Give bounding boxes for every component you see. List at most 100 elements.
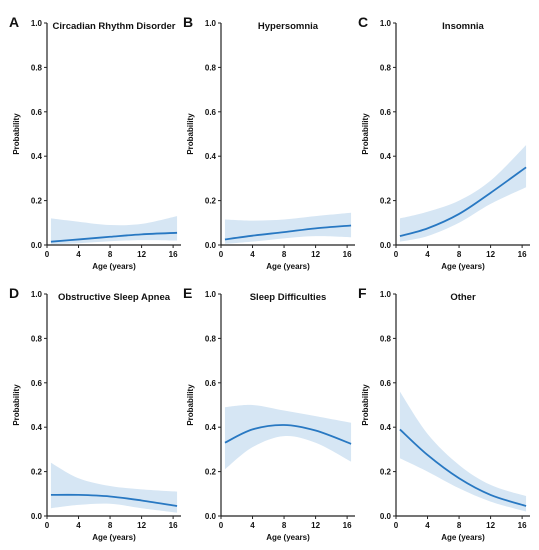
series-line: [224, 224, 352, 241]
x-tick-label: 4: [76, 521, 81, 530]
series-line: [50, 231, 178, 243]
x-tick-label: 16: [518, 250, 527, 259]
y-tick-label: 0.4: [31, 152, 43, 161]
y-tick-label: 1.0: [380, 19, 392, 28]
x-tick-label: 4: [425, 250, 430, 259]
panel-title: Insomnia: [442, 21, 484, 32]
y-tick-label: 1.0: [380, 290, 392, 299]
panel-title: Hypersomnia: [258, 21, 319, 32]
x-tick-label: 16: [343, 250, 352, 259]
y-tick-label: 0.2: [380, 468, 392, 477]
y-tick-label: 0.6: [31, 379, 43, 388]
y-tick-label: 0.4: [205, 152, 217, 161]
x-tick-label: 8: [108, 521, 113, 530]
x-tick-label: 16: [518, 521, 527, 530]
y-tick-label: 0.4: [31, 423, 43, 432]
panel-letter: C: [358, 14, 368, 30]
y-tick-label: 0.0: [31, 241, 43, 250]
y-tick-label: 0.6: [205, 379, 217, 388]
x-axis-label: Age (years): [441, 533, 485, 542]
y-tick-label: 1.0: [205, 19, 217, 28]
y-axis-label: Probability: [12, 113, 21, 155]
x-axis-label: Age (years): [266, 533, 310, 542]
y-tick-label: 0.0: [380, 241, 392, 250]
y-tick-label: 0.2: [31, 197, 43, 206]
panel-letter: F: [358, 285, 367, 301]
panel-a: 0.0 0.2 0.4 0.6 0.8 1.0 0 4 8 12 16 Age (years) Prob…: [9, 14, 181, 271]
y-tick-label: 1.0: [31, 19, 43, 28]
y-tick-label: 0.8: [380, 334, 392, 343]
x-tick-label: 16: [169, 521, 178, 530]
confidence-band: [50, 462, 178, 513]
panel-title: Other: [450, 292, 476, 303]
x-tick-label: 0: [394, 521, 399, 530]
y-tick-label: 0.2: [380, 197, 392, 206]
panel-d: 0.0 0.2 0.4 0.6 0.8 1.0 0 4 8 12 16 Age (years) Prob…: [9, 285, 181, 542]
y-axis-label: Probability: [361, 384, 370, 426]
panel-f: 0.0 0.2 0.4 0.6 0.8 1.0 0 4 8 12 16 Age (years) Prob…: [358, 285, 530, 542]
confidence-band: [399, 145, 527, 242]
panel-title: Sleep Difficulties: [250, 292, 327, 303]
panel-c: 0.0 0.2 0.4 0.6 0.8 1.0 0 4 8 12 16 Age (years) Prob…: [358, 14, 530, 271]
series-line: [224, 424, 352, 445]
panel-title: Obstructive Sleep Apnea: [58, 292, 171, 303]
y-axis-label: Probability: [361, 113, 370, 155]
confidence-band: [399, 391, 527, 512]
x-tick-label: 12: [311, 521, 320, 530]
x-axis-label: Age (years): [441, 262, 485, 271]
x-tick-label: 12: [137, 521, 146, 530]
y-axis-label: Probability: [186, 113, 195, 155]
y-axis-label: Probability: [186, 384, 195, 426]
y-tick-label: 1.0: [31, 290, 43, 299]
y-tick-label: 0.8: [380, 63, 392, 72]
y-tick-label: 0.6: [31, 108, 43, 117]
x-tick-label: 8: [108, 250, 113, 259]
x-axis-label: Age (years): [266, 262, 310, 271]
x-tick-label: 16: [169, 250, 178, 259]
y-tick-label: 0.0: [31, 512, 43, 521]
panel-b: 0.0 0.2 0.4 0.6 0.8 1.0 0 4 8 12 16 Age (years) Prob…: [183, 14, 355, 271]
x-axis-label: Age (years): [92, 533, 136, 542]
x-tick-label: 12: [311, 250, 320, 259]
y-tick-label: 0.6: [205, 108, 217, 117]
x-tick-label: 4: [76, 250, 81, 259]
panel-letter: A: [9, 14, 19, 30]
panel-letter: E: [183, 285, 192, 301]
x-tick-label: 16: [343, 521, 352, 530]
y-tick-label: 0.8: [205, 63, 217, 72]
panel-letter: D: [9, 285, 19, 301]
y-tick-label: 0.0: [205, 512, 217, 521]
x-tick-label: 0: [45, 521, 50, 530]
y-tick-label: 1.0: [205, 290, 217, 299]
y-tick-label: 0.8: [31, 63, 43, 72]
y-tick-label: 0.0: [380, 512, 392, 521]
y-tick-label: 0.4: [205, 423, 217, 432]
y-tick-label: 0.2: [205, 468, 217, 477]
y-tick-label: 0.0: [205, 241, 217, 250]
x-tick-label: 8: [282, 521, 287, 530]
x-tick-label: 0: [219, 250, 224, 259]
y-tick-label: 0.6: [380, 108, 392, 117]
x-tick-label: 12: [486, 521, 495, 530]
series-line: [399, 428, 527, 507]
x-tick-label: 4: [250, 521, 255, 530]
x-tick-label: 12: [137, 250, 146, 259]
y-tick-label: 0.2: [205, 197, 217, 206]
series-line: [50, 493, 178, 507]
confidence-band: [224, 404, 352, 470]
y-tick-label: 0.8: [205, 334, 217, 343]
x-axis-label: Age (years): [92, 262, 136, 271]
x-tick-label: 4: [425, 521, 430, 530]
x-tick-label: 8: [457, 250, 462, 259]
panel-letter: B: [183, 14, 193, 30]
confidence-band: [50, 216, 178, 245]
confidence-band: [224, 212, 352, 244]
y-tick-label: 0.4: [380, 423, 392, 432]
x-tick-label: 12: [486, 250, 495, 259]
x-tick-label: 4: [250, 250, 255, 259]
y-tick-label: 0.2: [31, 468, 43, 477]
series-line: [399, 166, 527, 237]
panel-e: 0.0 0.2 0.4 0.6 0.8 1.0 0 4 8 12 16 Age (years) Prob…: [183, 285, 355, 542]
x-tick-label: 0: [45, 250, 50, 259]
